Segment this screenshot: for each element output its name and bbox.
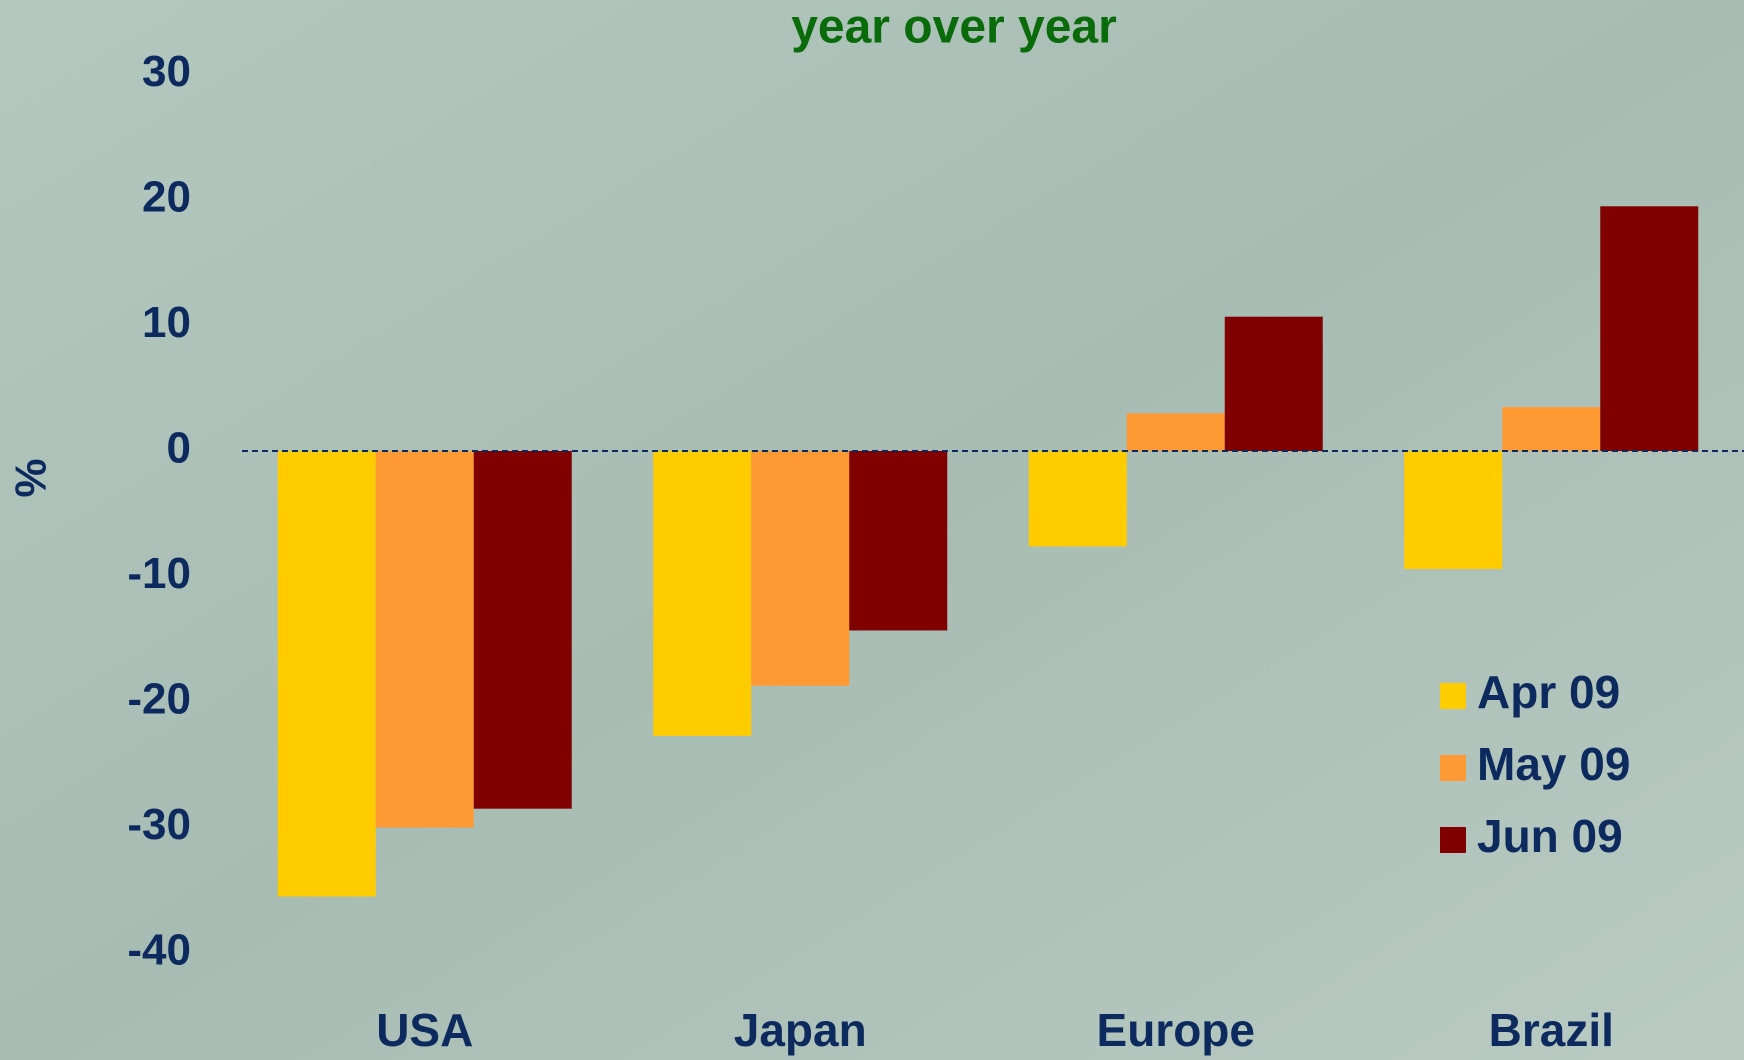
- x-tick-label: Japan: [734, 1004, 867, 1056]
- bar: [277, 451, 376, 897]
- bar: [1600, 206, 1699, 451]
- y-tick-label: -10: [127, 549, 191, 598]
- x-tick-label: Brazil: [1489, 1004, 1614, 1056]
- y-tick-label: 20: [142, 173, 191, 222]
- legend-label: May 09: [1477, 738, 1630, 790]
- legend-swatch: [1440, 683, 1466, 709]
- bar: [1224, 316, 1323, 451]
- legend-swatch: [1440, 827, 1466, 853]
- y-axis-label: %: [7, 458, 56, 497]
- y-tick-label: -40: [127, 926, 191, 975]
- chart-title: year over year: [791, 1, 1117, 54]
- y-tick-label: 10: [142, 298, 191, 347]
- x-tick-label: Europe: [1097, 1004, 1255, 1056]
- y-tick-label: -20: [127, 675, 191, 724]
- bar: [751, 451, 850, 686]
- bar: [849, 451, 948, 631]
- bar: [653, 451, 752, 736]
- bar: [1502, 407, 1601, 451]
- y-tick-label: 30: [142, 47, 191, 96]
- y-tick-label: 0: [167, 424, 191, 473]
- bar: [473, 451, 572, 809]
- bar: [1126, 413, 1225, 451]
- y-tick-label: -30: [127, 800, 191, 849]
- x-tick-label: USA: [376, 1004, 473, 1056]
- legend-label: Jun 09: [1477, 810, 1623, 862]
- legend-label: Apr 09: [1477, 666, 1620, 718]
- legend-swatch: [1440, 755, 1466, 781]
- bar: [375, 451, 474, 828]
- bar: [1404, 451, 1503, 569]
- bar: [1028, 451, 1127, 547]
